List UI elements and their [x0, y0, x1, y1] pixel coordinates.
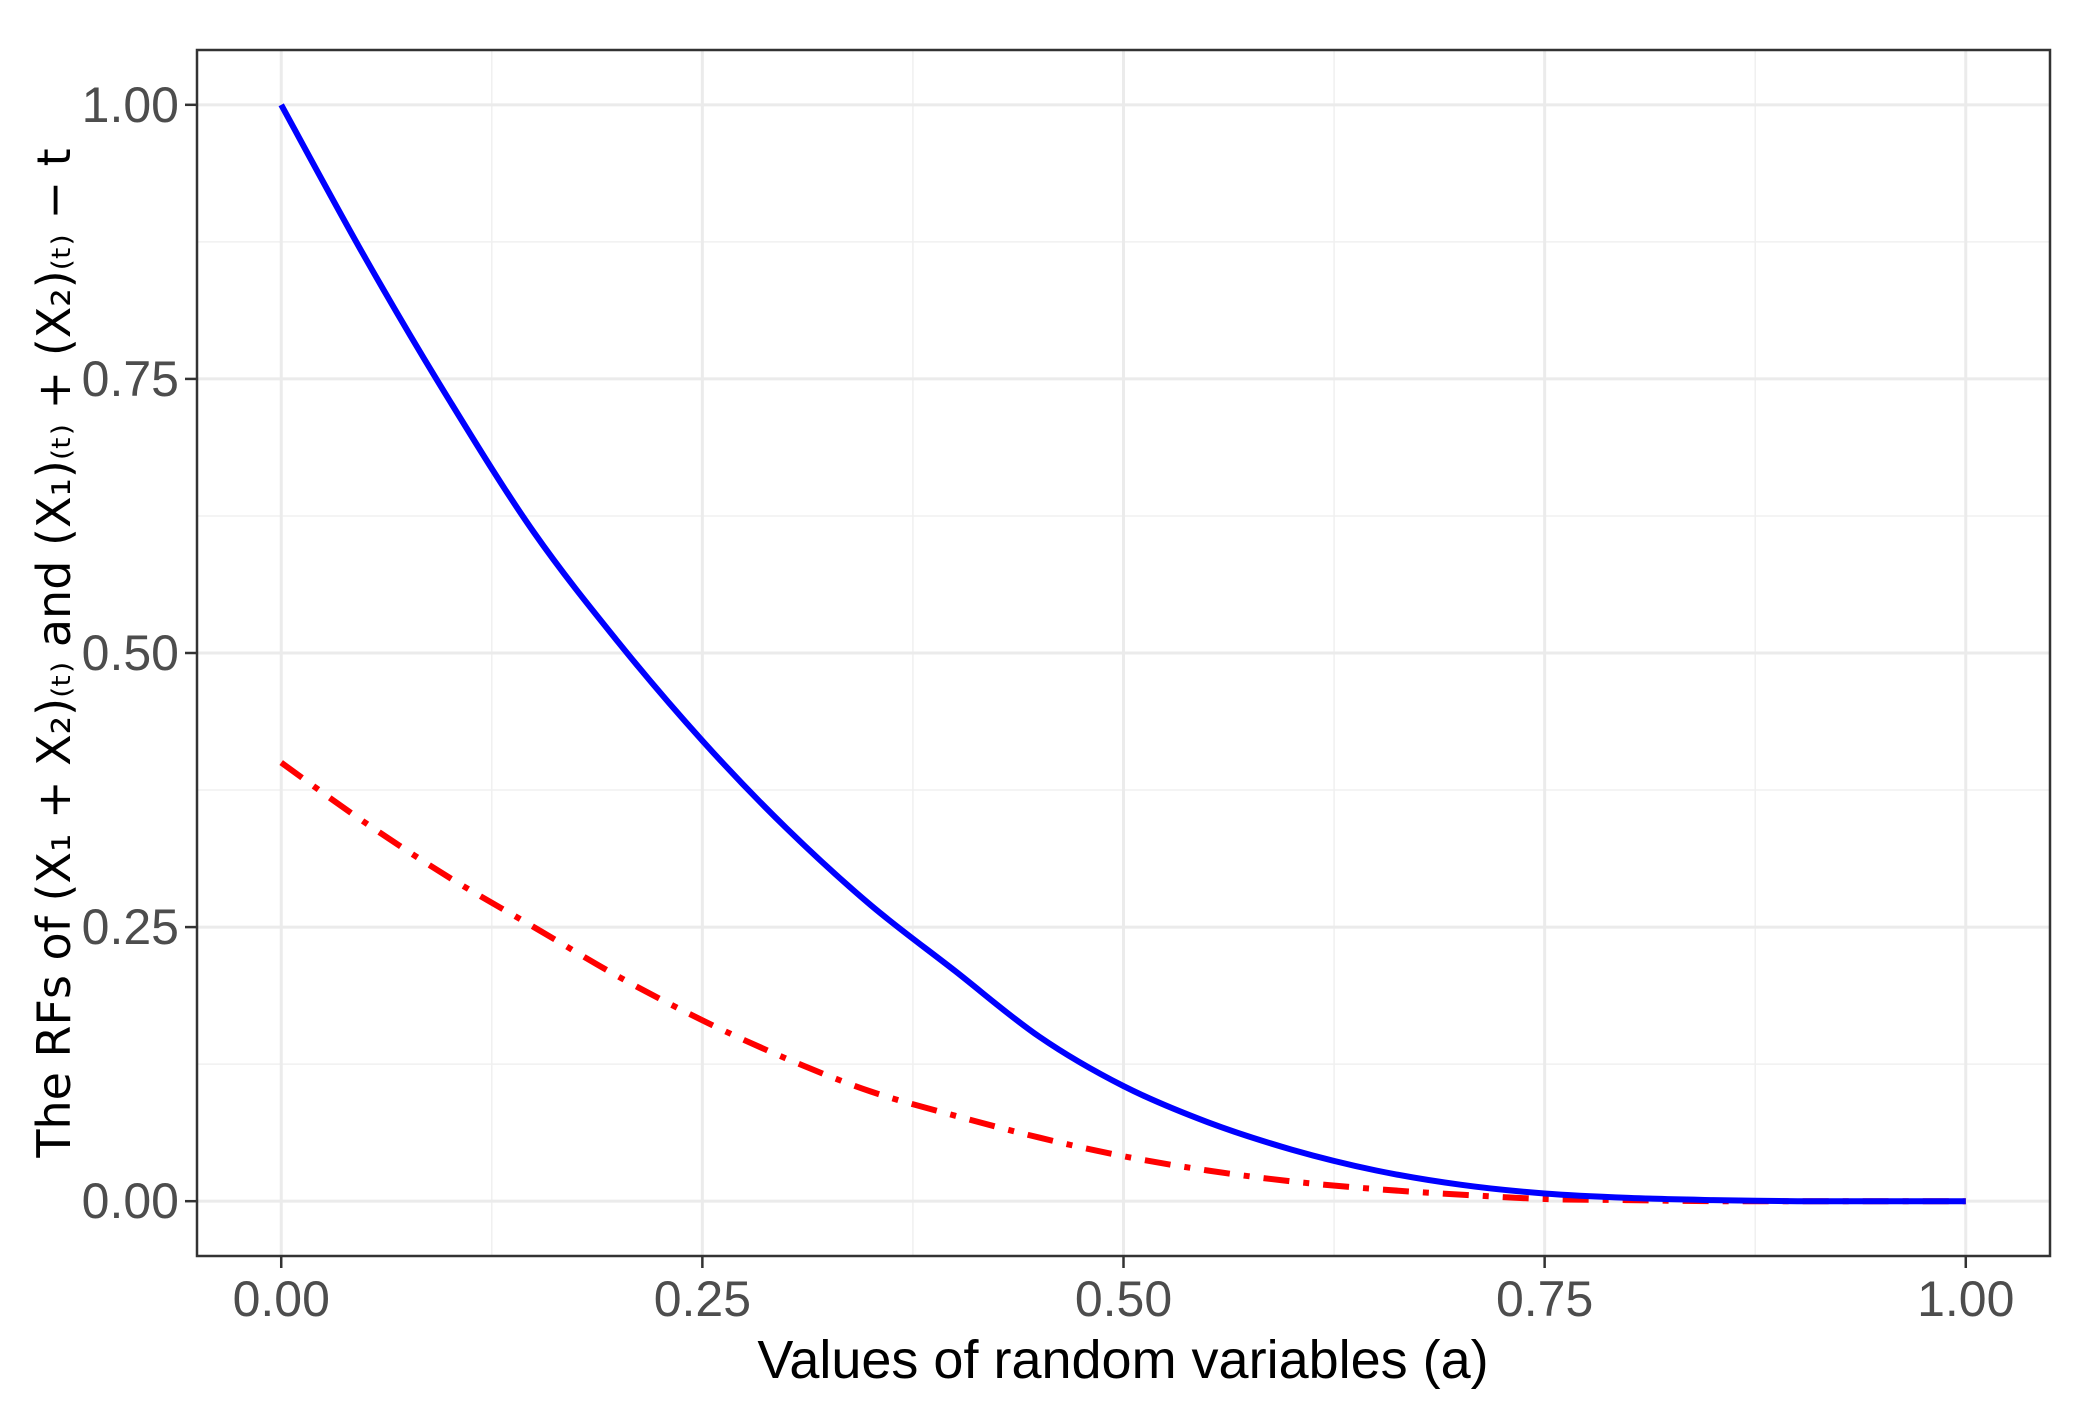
x-tick-label: 1.00 [1917, 1271, 2014, 1327]
series-line-solid [278, 103, 1966, 1205]
y-tick-label: 0.25 [82, 899, 179, 955]
grid-major [197, 50, 2050, 1256]
y-tick-label: 0.75 [82, 351, 179, 407]
y-tick-label: 0.50 [82, 625, 179, 681]
x-tick-label: 0.75 [1496, 1271, 1593, 1327]
x-tick-label: 0.25 [654, 1271, 751, 1327]
y-axis: 0.00 0.25 0.50 0.75 1.00 [82, 77, 197, 1229]
y-axis-title: The RFs of (X₁ + X₂)₍ₜ₎ and (X₁)₍ₜ₎ + (X… [27, 148, 81, 1158]
x-axis: 0.00 0.25 0.50 0.75 1.00 [233, 1256, 2014, 1327]
x-tick-label: 0.50 [1075, 1271, 1172, 1327]
y-tick-label: 1.00 [82, 77, 179, 133]
x-axis-title: Values of random variables (a) [757, 1330, 1488, 1390]
x-tick-label: 0.00 [233, 1271, 330, 1327]
y-tick-label: 0.00 [82, 1173, 179, 1229]
series-layer [278, 103, 1966, 1205]
